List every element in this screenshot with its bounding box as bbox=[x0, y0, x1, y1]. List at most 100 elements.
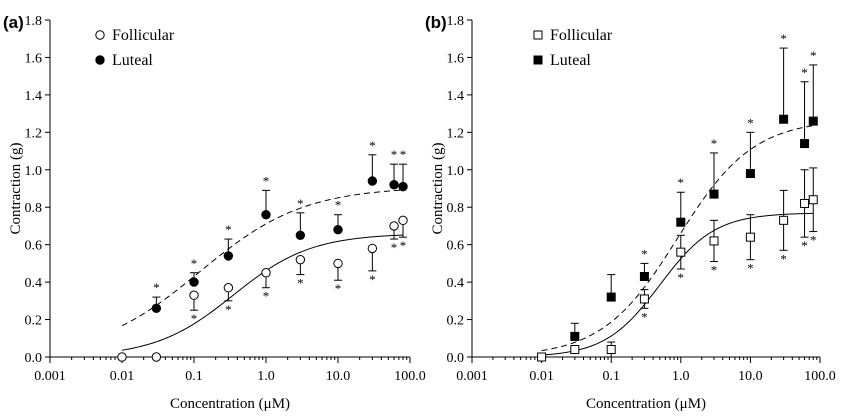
significance-star: * bbox=[711, 263, 718, 278]
x-tick-label: 0.1 bbox=[602, 369, 620, 384]
data-point bbox=[333, 258, 343, 269]
legend-label: Luteal bbox=[550, 52, 591, 69]
y-tick-label: 1.2 bbox=[25, 126, 43, 141]
x-tick-label: 0.001 bbox=[34, 369, 66, 384]
data-point bbox=[261, 268, 271, 278]
data-point bbox=[295, 254, 306, 265]
x-tick-label: 0.001 bbox=[456, 369, 488, 384]
data-point bbox=[779, 114, 789, 124]
y-tick-label: 1.0 bbox=[447, 164, 465, 179]
y-tick-label: 0.4 bbox=[25, 276, 43, 291]
y-tick-label: 1.6 bbox=[25, 51, 43, 66]
y-axis-title: Contraction (g) bbox=[8, 142, 24, 234]
significance-star: * bbox=[191, 311, 198, 326]
significance-star: * bbox=[780, 31, 787, 46]
data-point bbox=[709, 236, 719, 246]
data-point bbox=[398, 215, 408, 226]
x-tick-label: 0.1 bbox=[185, 369, 203, 384]
data-point bbox=[389, 221, 399, 231]
significance-star: * bbox=[780, 251, 787, 266]
series-luteal: ***** *** * bbox=[121, 138, 408, 327]
data-point bbox=[800, 139, 810, 149]
x-tick-label: 100.0 bbox=[804, 369, 836, 384]
series-follicular: **** *** * bbox=[117, 215, 408, 362]
significance-star: * bbox=[678, 175, 685, 190]
significance-star: * bbox=[801, 238, 808, 253]
x-tick-label: 0.01 bbox=[110, 369, 135, 384]
data-point bbox=[295, 230, 306, 241]
data-point bbox=[779, 215, 789, 225]
data-point bbox=[808, 116, 818, 126]
data-point bbox=[745, 169, 755, 179]
series-follicular: * * * * * * * bbox=[537, 167, 818, 362]
significance-star: * bbox=[297, 196, 304, 211]
x-tick-label: 10.0 bbox=[738, 369, 763, 384]
legend-label: Follicular bbox=[550, 27, 613, 44]
legend-marker bbox=[95, 55, 105, 65]
data-point bbox=[333, 224, 343, 235]
data-point bbox=[570, 345, 580, 355]
y-tick-label: 0.2 bbox=[25, 314, 43, 329]
legend-marker bbox=[95, 30, 105, 40]
significance-star: * bbox=[263, 173, 270, 188]
panel-label: (a) bbox=[3, 13, 24, 32]
legend-label: Follicular bbox=[112, 27, 175, 44]
fit-curve bbox=[121, 189, 404, 327]
panel-label: (b) bbox=[425, 13, 447, 32]
data-point bbox=[367, 243, 378, 254]
data-point bbox=[537, 352, 547, 362]
significance-star: * bbox=[641, 309, 648, 324]
significance-star: * bbox=[711, 136, 718, 151]
x-axis-title: Concentration (μM) bbox=[170, 396, 290, 412]
data-point bbox=[398, 181, 408, 192]
data-point bbox=[223, 251, 234, 261]
data-point bbox=[151, 303, 162, 314]
data-point bbox=[151, 352, 162, 362]
legend-marker bbox=[533, 30, 543, 40]
y-tick-label: 0.6 bbox=[447, 239, 465, 254]
significance-star: * bbox=[263, 289, 270, 304]
significance-star: * bbox=[225, 302, 232, 317]
data-point bbox=[389, 180, 399, 190]
y-tick-label: 0.4 bbox=[447, 276, 465, 291]
y-axis-title: Contraction (g) bbox=[430, 142, 446, 234]
x-tick-label: 100.0 bbox=[394, 369, 426, 384]
y-tick-label: 0.0 bbox=[25, 351, 43, 366]
data-point bbox=[639, 294, 649, 304]
panel-a: 0.0 0.2 0.4 0.6 0.8 1.0 1.2 1.4 1.6 1.8 0.001 0.01 0… bbox=[3, 13, 426, 412]
significance-star: * bbox=[801, 65, 808, 80]
significance-star: * bbox=[678, 270, 685, 285]
data-point bbox=[189, 277, 199, 287]
x-tick-label: 0.01 bbox=[529, 369, 554, 384]
significance-star: * bbox=[400, 238, 407, 253]
significance-star: * bbox=[747, 115, 754, 130]
y-tick-label: 0.8 bbox=[25, 201, 43, 216]
y-tick-label: 0.2 bbox=[447, 314, 465, 329]
data-point bbox=[117, 352, 127, 362]
significance-star: * bbox=[225, 222, 232, 237]
series-luteal: * * * * * * * bbox=[541, 31, 818, 352]
data-point bbox=[570, 331, 580, 341]
y-tick-label: 0.0 bbox=[447, 351, 465, 366]
data-point bbox=[261, 210, 271, 220]
y-tick-label: 1.8 bbox=[25, 14, 43, 29]
data-point bbox=[639, 271, 649, 281]
y-tick-label: 1.4 bbox=[447, 89, 465, 104]
x-tick-label: 10.0 bbox=[326, 369, 351, 384]
data-point bbox=[223, 283, 234, 293]
data-point bbox=[676, 217, 686, 227]
data-point bbox=[808, 195, 818, 205]
fit-curve bbox=[541, 212, 814, 356]
y-tick-label: 1.8 bbox=[447, 14, 465, 29]
x-tick-label: 1.0 bbox=[257, 369, 275, 384]
significance-star: * bbox=[641, 246, 648, 261]
data-point bbox=[709, 189, 719, 199]
data-point bbox=[676, 247, 686, 257]
y-tick-label: 1.0 bbox=[25, 164, 43, 179]
significance-star: * bbox=[400, 147, 407, 162]
significance-star: * bbox=[369, 272, 376, 287]
significance-star: * bbox=[153, 280, 160, 295]
significance-star: * bbox=[391, 240, 398, 255]
y-tick-label: 0.6 bbox=[25, 239, 43, 254]
